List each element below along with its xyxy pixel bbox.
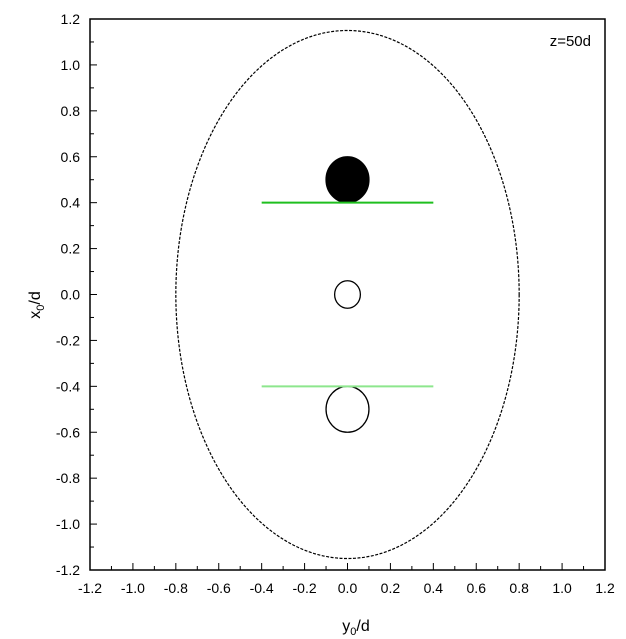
y-tick-label: -1.2 (56, 562, 80, 578)
x-tick-label: 1.2 (595, 580, 615, 596)
y-tick-label: 0.6 (61, 149, 81, 165)
ticks: -1.2 -1.0 -0.8 -0.6 -0.4 -0.2 0.0 0.2 0.4 0.6 0.8 1… (56, 11, 615, 596)
x-tick-label: -1.2 (78, 580, 102, 596)
x-tick-label: 0.6 (467, 580, 487, 596)
x-tick-label: -0.2 (293, 580, 317, 596)
boundary-ellipse (175, 29, 520, 560)
y-axis-label: x0/d (27, 291, 47, 318)
y-tick-label: 0.4 (61, 195, 81, 211)
x-tick-label: 0.2 (381, 580, 401, 596)
x-tick-label: -0.6 (207, 580, 231, 596)
filled-circle (325, 156, 370, 204)
x-tick-label: -1.0 (121, 580, 145, 596)
y-tick-label: 0.2 (61, 241, 81, 257)
x-tick-label: 1.0 (552, 580, 572, 596)
plot-frame (89, 18, 606, 571)
y-tick-label: -0.4 (56, 378, 80, 394)
x-axis-label: y0/d (342, 618, 369, 638)
x-tick-label: 0.4 (424, 580, 444, 596)
outline-circle-2 (333, 280, 362, 309)
x-tick-label: -0.4 (250, 580, 274, 596)
y-tick-label: 1.0 (61, 57, 81, 73)
x-tick-label: -0.8 (164, 580, 188, 596)
x-tick-label: 0.0 (338, 580, 358, 596)
y-tick-label: 1.2 (61, 11, 81, 27)
marks (175, 29, 520, 560)
y-tick-label: 0.0 (61, 287, 81, 303)
annotation-label: z=50d (550, 33, 591, 50)
x-tick-label: 0.8 (509, 580, 529, 596)
y-tick-label: -1.0 (56, 516, 80, 532)
y-tick-label: -0.2 (56, 332, 80, 348)
outline-circle-3 (325, 385, 370, 433)
y-tick-label: 0.8 (61, 103, 81, 119)
y-tick-label: -0.6 (56, 424, 80, 440)
y-tick-label: -0.8 (56, 470, 80, 486)
